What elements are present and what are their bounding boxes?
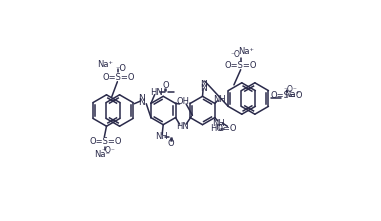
Text: NH: NH xyxy=(212,118,225,128)
Text: OH: OH xyxy=(176,97,189,106)
Text: O=S=O: O=S=O xyxy=(102,73,135,82)
Text: O=S=O: O=S=O xyxy=(271,91,303,100)
Text: O=S=O: O=S=O xyxy=(224,61,257,70)
Text: ⁻O⁻: ⁻O⁻ xyxy=(101,146,115,155)
Text: NH: NH xyxy=(155,132,167,141)
Text: ⁻O⁻: ⁻O⁻ xyxy=(283,85,297,94)
Text: O: O xyxy=(168,139,174,148)
Text: O=S=O: O=S=O xyxy=(89,137,122,146)
Text: Na⁺: Na⁺ xyxy=(284,90,300,99)
Text: N: N xyxy=(200,80,207,89)
Text: N: N xyxy=(200,84,207,93)
Text: HN: HN xyxy=(176,122,189,131)
Text: HO: HO xyxy=(210,124,223,133)
Text: HN: HN xyxy=(150,88,163,97)
Text: Na⁻: Na⁻ xyxy=(94,150,110,159)
Text: N: N xyxy=(139,98,145,107)
Text: C=O: C=O xyxy=(218,124,237,133)
Text: N: N xyxy=(139,94,145,103)
Text: ⁻O: ⁻O xyxy=(116,64,127,73)
Text: Na⁺: Na⁺ xyxy=(238,47,254,56)
Text: O: O xyxy=(163,82,170,90)
Text: NH: NH xyxy=(213,95,226,104)
Text: ⁻O: ⁻O xyxy=(231,50,241,59)
Text: Na⁺: Na⁺ xyxy=(97,60,113,69)
